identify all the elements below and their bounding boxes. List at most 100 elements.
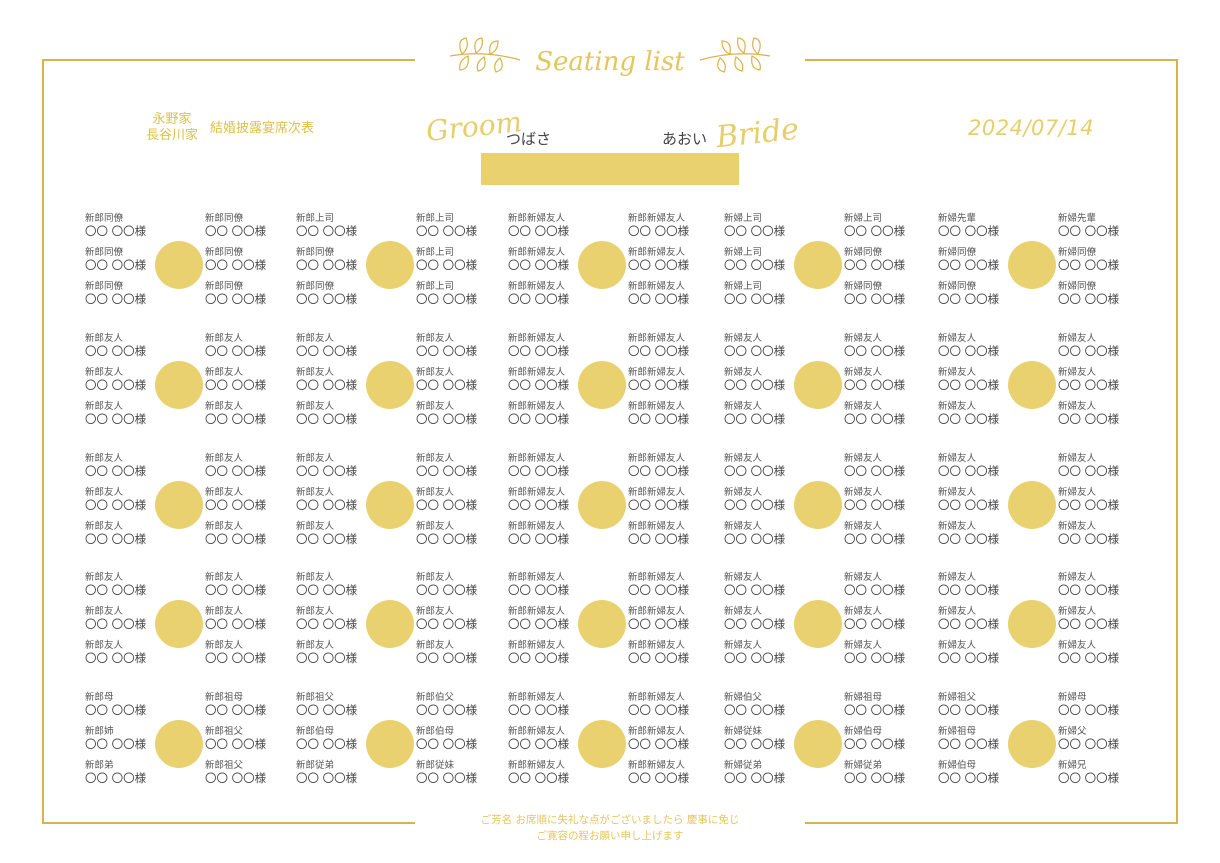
guest-table-circle — [155, 361, 203, 409]
guest-role: 新婦友人 — [938, 572, 977, 583]
guest-name: 〇〇 〇〇様 — [205, 412, 267, 426]
guest-role: 新郎新婦友人 — [628, 367, 686, 378]
guest-name: 〇〇 〇〇様 — [508, 378, 570, 392]
guest-seat: 新郎友人 〇〇 〇〇様 — [85, 487, 205, 512]
guest-role: 新郎新婦友人 — [628, 401, 686, 412]
guest-seat: 新婦友人 〇〇 〇〇様 — [938, 367, 1058, 392]
guest-seat: 新郎友人 〇〇 〇〇様 — [205, 401, 325, 426]
guest-name: 〇〇 〇〇様 — [296, 771, 358, 785]
guest-role: 新郎友人 — [205, 487, 244, 498]
guest-role: 新婦友人 — [938, 367, 977, 378]
guest-seat: 新婦先輩 〇〇 〇〇様 — [938, 213, 1058, 238]
guest-name: 〇〇 〇〇様 — [416, 258, 478, 272]
guest-name: 〇〇 〇〇様 — [205, 651, 267, 665]
guest-role: 新郎祖父 — [205, 726, 244, 737]
guest-table-circle — [794, 361, 842, 409]
guest-name: 〇〇 〇〇様 — [1058, 224, 1120, 238]
guest-seat: 新郎新婦友人 〇〇 〇〇様 — [628, 487, 748, 512]
guest-seat: 新郎友人 〇〇 〇〇様 — [85, 453, 205, 478]
guest-role: 新郎友人 — [296, 606, 335, 617]
guest-seat: 新婦友人 〇〇 〇〇様 — [938, 572, 1058, 597]
guest-name: 〇〇 〇〇様 — [85, 617, 147, 631]
guest-name: 〇〇 〇〇様 — [844, 617, 906, 631]
guest-name: 〇〇 〇〇様 — [205, 737, 267, 751]
guest-role: 新婦上司 — [844, 213, 883, 224]
guest-seat: 新郎同僚 〇〇 〇〇様 — [205, 281, 325, 306]
guest-name: 〇〇 〇〇様 — [205, 292, 267, 306]
guest-role: 新郎友人 — [416, 453, 455, 464]
guest-table-circle — [1008, 361, 1056, 409]
guest-role: 新婦友人 — [724, 453, 763, 464]
guest-table-circle — [366, 720, 414, 768]
guest-name: 〇〇 〇〇様 — [1058, 532, 1120, 546]
guest-name: 〇〇 〇〇様 — [85, 651, 147, 665]
guest-role: 新郎新婦友人 — [628, 333, 686, 344]
guest-name: 〇〇 〇〇様 — [628, 378, 690, 392]
guest-name: 〇〇 〇〇様 — [296, 378, 358, 392]
guest-role: 新郎新婦友人 — [508, 606, 566, 617]
guest-role: 新郎新婦友人 — [508, 213, 566, 224]
guest-seat: 新郎上司 〇〇 〇〇様 — [296, 213, 416, 238]
guest-role: 新婦友人 — [844, 487, 883, 498]
guest-role: 新婦同僚 — [938, 281, 977, 292]
guest-seat: 新婦友人 〇〇 〇〇様 — [724, 487, 844, 512]
guest-role: 新郎友人 — [205, 401, 244, 412]
guest-name: 〇〇 〇〇様 — [416, 703, 478, 717]
guest-seat: 新婦友人 〇〇 〇〇様 — [844, 367, 964, 392]
guest-seat: 新婦兄 〇〇 〇〇様 — [1058, 760, 1178, 785]
guest-role: 新郎友人 — [85, 640, 124, 651]
guest-seat: 新婦友人 〇〇 〇〇様 — [724, 606, 844, 631]
guest-seat: 新郎新婦友人 〇〇 〇〇様 — [508, 453, 628, 478]
guest-seat: 新婦同僚 〇〇 〇〇様 — [938, 281, 1058, 306]
guest-name: 〇〇 〇〇様 — [508, 224, 570, 238]
guest-seat: 新婦友人 〇〇 〇〇様 — [844, 487, 964, 512]
guest-role: 新婦友人 — [844, 367, 883, 378]
guest-role: 新郎新婦友人 — [508, 760, 566, 771]
guest-seat: 新郎新婦友人 〇〇 〇〇様 — [628, 726, 748, 751]
laurel-right-icon — [699, 37, 771, 73]
guest-name: 〇〇 〇〇様 — [1058, 258, 1120, 272]
guest-name: 〇〇 〇〇様 — [1058, 464, 1120, 478]
guest-seat: 新婦友人 〇〇 〇〇様 — [844, 521, 964, 546]
guest-role: 新婦友人 — [1058, 453, 1097, 464]
guest-role: 新郎友人 — [416, 367, 455, 378]
guest-table-circle — [578, 361, 626, 409]
guest-seat: 新郎同僚 〇〇 〇〇様 — [296, 247, 416, 272]
guest-role: 新郎新婦友人 — [508, 453, 566, 464]
guest-name: 〇〇 〇〇様 — [628, 617, 690, 631]
guest-name: 〇〇 〇〇様 — [724, 258, 786, 272]
guest-table-circle — [366, 481, 414, 529]
guest-seat: 新婦友人 〇〇 〇〇様 — [844, 401, 964, 426]
guest-name: 〇〇 〇〇様 — [416, 532, 478, 546]
guest-seat: 新婦友人 〇〇 〇〇様 — [1058, 367, 1178, 392]
guest-role: 新婦友人 — [844, 606, 883, 617]
guest-seat: 新郎友人 〇〇 〇〇様 — [296, 640, 416, 665]
guest-table-circle — [155, 241, 203, 289]
guest-seat: 新郎友人 〇〇 〇〇様 — [416, 572, 536, 597]
guest-seat: 新郎同僚 〇〇 〇〇様 — [85, 213, 205, 238]
guest-name: 〇〇 〇〇様 — [724, 771, 786, 785]
guest-seat: 新婦友人 〇〇 〇〇様 — [938, 333, 1058, 358]
guest-seat: 新郎友人 〇〇 〇〇様 — [296, 453, 416, 478]
guest-seat: 新郎祖母 〇〇 〇〇様 — [205, 692, 325, 717]
guest-role: 新郎友人 — [296, 640, 335, 651]
guest-seat: 新郎新婦友人 〇〇 〇〇様 — [628, 247, 748, 272]
guest-role: 新婦友人 — [938, 640, 977, 651]
guest-role: 新郎新婦友人 — [628, 606, 686, 617]
guest-name: 〇〇 〇〇様 — [508, 771, 570, 785]
guest-seat: 新婦同僚 〇〇 〇〇様 — [1058, 247, 1178, 272]
seating-list-ornament: Seating list — [449, 37, 771, 77]
guest-name: 〇〇 〇〇様 — [416, 292, 478, 306]
guest-role: 新郎伯母 — [296, 726, 335, 737]
guest-name: 〇〇 〇〇様 — [296, 651, 358, 665]
guest-role: 新婦友人 — [1058, 401, 1097, 412]
guest-name: 〇〇 〇〇様 — [628, 651, 690, 665]
guest-table-circle — [155, 481, 203, 529]
guest-role: 新郎同僚 — [85, 213, 124, 224]
guest-seat: 新婦従妹 〇〇 〇〇様 — [724, 726, 844, 751]
guest-role: 新婦先輩 — [938, 213, 977, 224]
guest-role: 新郎新婦友人 — [508, 333, 566, 344]
guest-role: 新郎友人 — [296, 572, 335, 583]
guest-role: 新郎同僚 — [296, 281, 335, 292]
guest-role: 新婦友人 — [844, 453, 883, 464]
